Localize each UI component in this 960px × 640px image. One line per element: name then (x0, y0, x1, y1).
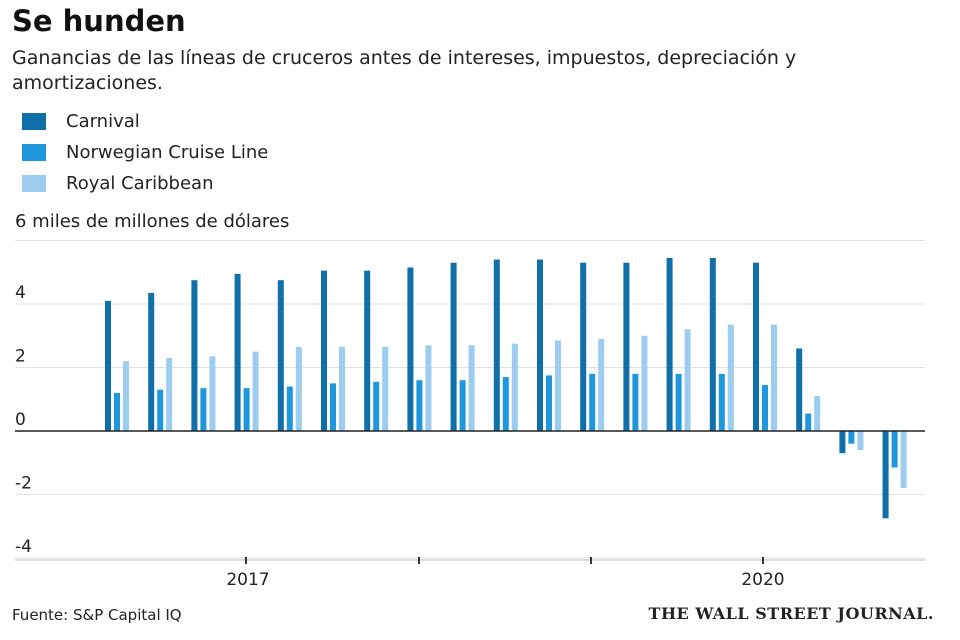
bar-0-5 (321, 270, 327, 431)
chart-title: Se hunden (12, 4, 186, 38)
bar-2-8 (468, 345, 475, 431)
bar-0-18 (882, 431, 889, 519)
bar-0-7 (407, 267, 414, 431)
bar-2-4 (295, 346, 302, 431)
bar-1-10 (546, 375, 552, 431)
bar-2-0 (123, 361, 129, 431)
bar-0-2 (191, 280, 198, 431)
bar-2-9 (511, 343, 518, 431)
bar-0-4 (277, 280, 284, 431)
bar-2-5 (339, 346, 345, 431)
bar-2-14 (727, 324, 734, 431)
bar-1-14 (718, 373, 725, 431)
bar-0-3 (234, 273, 241, 431)
bar-1-9 (502, 377, 509, 431)
bar-2-17 (857, 431, 864, 451)
bar-0-14 (709, 257, 716, 431)
bar-2-12 (641, 335, 648, 431)
bar-2-16 (814, 396, 821, 431)
bar-1-13 (675, 373, 682, 431)
bar-1-2 (200, 388, 207, 431)
bar-0-0 (105, 300, 111, 431)
legend-swatch (22, 144, 46, 161)
bar-1-1 (157, 389, 164, 431)
bar-2-13 (684, 329, 691, 431)
bar-0-15 (753, 262, 759, 431)
bar-1-8 (459, 380, 466, 431)
bar-1-16 (805, 413, 812, 431)
y-tick-label: 2 (15, 347, 26, 367)
bar-0-1 (148, 292, 155, 431)
bar-1-12 (632, 373, 639, 431)
legend-item-norwegian: Norwegian Cruise Line (22, 137, 268, 168)
bar-1-18 (891, 431, 898, 468)
y-tick-label: 4 (15, 283, 26, 303)
chart-subtitle: Ganancias de las líneas de cruceros ante… (12, 47, 797, 94)
bar-2-10 (555, 340, 561, 431)
y-tick-label: -4 (15, 537, 32, 557)
bar-2-1 (166, 357, 173, 431)
bar-0-12 (623, 262, 630, 431)
bar-0-9 (493, 259, 500, 431)
bar-2-11 (598, 338, 605, 431)
bar-1-4 (286, 386, 293, 431)
bar-2-2 (209, 356, 216, 431)
y-tick-label: 0 (15, 410, 26, 430)
bar-2-3 (252, 351, 259, 431)
bar-1-7 (416, 380, 423, 431)
bar-2-18 (900, 431, 907, 489)
legend-label: Norwegian Cruise Line (66, 142, 269, 163)
bar-2-15 (771, 324, 777, 431)
bar-0-6 (364, 270, 371, 431)
legend-item-carnival: Carnival (22, 106, 268, 137)
bar-1-11 (589, 373, 596, 431)
x-tick-label: 2020 (741, 570, 784, 590)
bar-0-8 (450, 262, 457, 431)
legend-label: Royal Caribbean (66, 173, 214, 194)
bar-1-5 (330, 383, 336, 431)
bar-2-7 (425, 345, 432, 431)
bar-0-13 (666, 257, 673, 431)
publisher-logo: THE WALL STREET JOURNAL. (648, 604, 934, 623)
legend-item-royal: Royal Caribbean (22, 168, 268, 199)
bar-2-6 (382, 346, 389, 431)
x-tick-label: 2017 (226, 570, 269, 590)
bar-1-0 (114, 392, 120, 431)
bar-1-6 (373, 381, 380, 431)
bar-1-17 (848, 431, 855, 444)
bar-1-3 (243, 388, 250, 431)
bar-0-17 (839, 431, 846, 454)
legend-swatch (22, 113, 46, 130)
y-tick-label: -2 (15, 474, 32, 494)
bar-0-11 (580, 262, 587, 431)
legend: Carnival Norwegian Cruise Line Royal Car… (22, 106, 268, 199)
bar-1-15 (762, 384, 768, 431)
legend-label: Carnival (66, 111, 140, 132)
bar-0-16 (796, 348, 803, 431)
source-note: Fuente: S&P Capital IQ (12, 606, 182, 624)
bar-0-10 (537, 259, 543, 431)
y-axis-unit-label: 6 miles de millones de dólares (15, 211, 296, 232)
legend-swatch (22, 175, 46, 192)
